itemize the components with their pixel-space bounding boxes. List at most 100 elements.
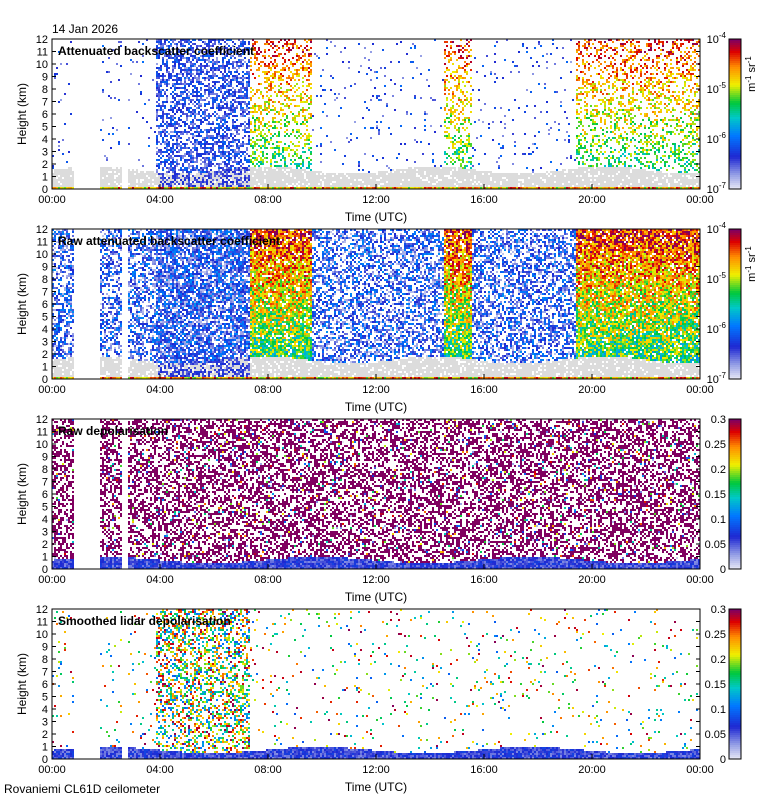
- colorbar-swatch: [729, 51, 741, 54]
- x-tick-label: 12:00: [362, 384, 390, 396]
- colorbar-swatch: [729, 255, 741, 258]
- y-tick-label: 3: [42, 337, 48, 349]
- colorbar-swatch: [729, 661, 741, 664]
- colorbar-swatch: [729, 155, 741, 158]
- colorbar-swatch: [729, 433, 741, 436]
- colorbar-swatch: [729, 489, 741, 492]
- colorbar-swatch: [729, 559, 741, 562]
- y-tick-label: 10: [36, 249, 48, 261]
- y-tick-label: 4: [42, 324, 48, 336]
- y-tick-label: 2: [42, 729, 48, 741]
- colorbar-swatch: [729, 305, 741, 308]
- colorbar-swatch: [729, 125, 741, 128]
- colorbar-swatch: [729, 633, 741, 636]
- colorbar-tick-label: 0.1: [711, 704, 726, 716]
- colorbar-swatch: [729, 639, 741, 642]
- colorbar-swatch: [729, 733, 741, 736]
- colorbar-swatch: [729, 377, 741, 380]
- colorbar-swatch: [729, 499, 741, 502]
- colorbar-swatch: [729, 431, 741, 434]
- colorbar-swatch: [729, 119, 741, 122]
- panel-title: Attenuated backscatter coefficient: [58, 44, 254, 58]
- y-tick-label: 5: [42, 312, 48, 324]
- y-tick-label: 5: [42, 692, 48, 704]
- colorbar-swatch: [729, 421, 741, 424]
- colorbar-swatch: [729, 747, 741, 750]
- x-tick-label: 12:00: [362, 194, 390, 206]
- y-tick-label: 10: [36, 439, 48, 451]
- colorbar-swatch: [729, 287, 741, 290]
- colorbar-swatch: [729, 359, 741, 362]
- colorbar-swatch: [729, 513, 741, 516]
- colorbar-swatch: [729, 713, 741, 716]
- colorbar-swatch: [729, 691, 741, 694]
- x-axis-label: Time (UTC): [345, 590, 407, 604]
- y-tick-label: 2: [42, 349, 48, 361]
- colorbar-swatch: [729, 709, 741, 712]
- y-tick-label: 4: [42, 704, 48, 716]
- y-tick-label: 3: [42, 147, 48, 159]
- colorbar-swatch: [729, 43, 741, 46]
- colorbar-swatch: [729, 669, 741, 672]
- colorbar-swatch: [729, 235, 741, 238]
- x-tick-label: 00:00: [38, 194, 66, 206]
- y-tick-label: 10: [36, 629, 48, 641]
- colorbar-swatch: [729, 339, 741, 342]
- y-tick-label: 11: [37, 617, 48, 629]
- colorbar-swatch: [729, 705, 741, 708]
- x-tick-label: 00:00: [38, 574, 66, 586]
- colorbar-tick-label: 0.2: [711, 654, 726, 666]
- colorbar-tick-label: 10-6: [707, 321, 727, 336]
- x-tick-label: 08:00: [254, 194, 282, 206]
- colorbar-swatch: [729, 323, 741, 326]
- colorbar-swatch: [729, 245, 741, 248]
- y-tick-label: 12: [36, 34, 48, 46]
- y-tick-label: 5: [42, 502, 48, 514]
- colorbar-swatch: [729, 253, 741, 256]
- colorbar-swatch: [729, 273, 741, 276]
- colorbar-swatch: [729, 69, 741, 72]
- x-tick-label: 16:00: [470, 194, 498, 206]
- x-tick-label: 08:00: [254, 384, 282, 396]
- y-tick-label: 8: [42, 464, 48, 476]
- colorbar-swatch: [729, 239, 741, 242]
- colorbar-swatch: [729, 681, 741, 684]
- colorbar-swatch: [729, 679, 741, 682]
- colorbar-swatch: [729, 641, 741, 644]
- colorbar-swatch: [729, 473, 741, 476]
- colorbar-swatch: [729, 541, 741, 544]
- colorbar-swatch: [729, 621, 741, 624]
- colorbar-swatch: [729, 615, 741, 618]
- y-tick-label: 7: [42, 667, 48, 679]
- colorbar-swatch: [729, 293, 741, 296]
- colorbar-tick-label: 0.2: [711, 464, 726, 476]
- colorbar-swatch: [729, 485, 741, 488]
- colorbar-swatch: [729, 647, 741, 650]
- colorbar-swatch: [729, 247, 741, 250]
- colorbar-swatch: [729, 373, 741, 376]
- colorbar-swatch: [729, 99, 741, 102]
- colorbar-swatch: [729, 631, 741, 634]
- colorbar-swatch: [729, 351, 741, 354]
- colorbar-swatch: [729, 147, 741, 150]
- colorbar-swatch: [729, 701, 741, 704]
- colorbar-swatch: [729, 483, 741, 486]
- colorbar-swatch: [729, 121, 741, 124]
- y-tick-label: 8: [42, 274, 48, 286]
- colorbar-swatch: [729, 251, 741, 254]
- colorbar-swatch: [729, 319, 741, 322]
- colorbar-swatch: [729, 427, 741, 430]
- colorbar-swatch: [729, 277, 741, 280]
- y-tick-label: 0: [42, 184, 48, 196]
- chart-panel-4: Smoothed lidar depolarisation01234567891…: [15, 604, 742, 794]
- colorbar-swatch: [729, 481, 741, 484]
- colorbar-swatch: [729, 167, 741, 170]
- colorbar-swatch: [729, 49, 741, 52]
- colorbar-swatch: [729, 241, 741, 244]
- colorbar-swatch: [729, 87, 741, 90]
- colorbar-swatch: [729, 635, 741, 638]
- colorbar-tick-label: 0.3: [711, 604, 726, 616]
- colorbar-swatch: [729, 657, 741, 660]
- colorbar-swatch: [729, 177, 741, 180]
